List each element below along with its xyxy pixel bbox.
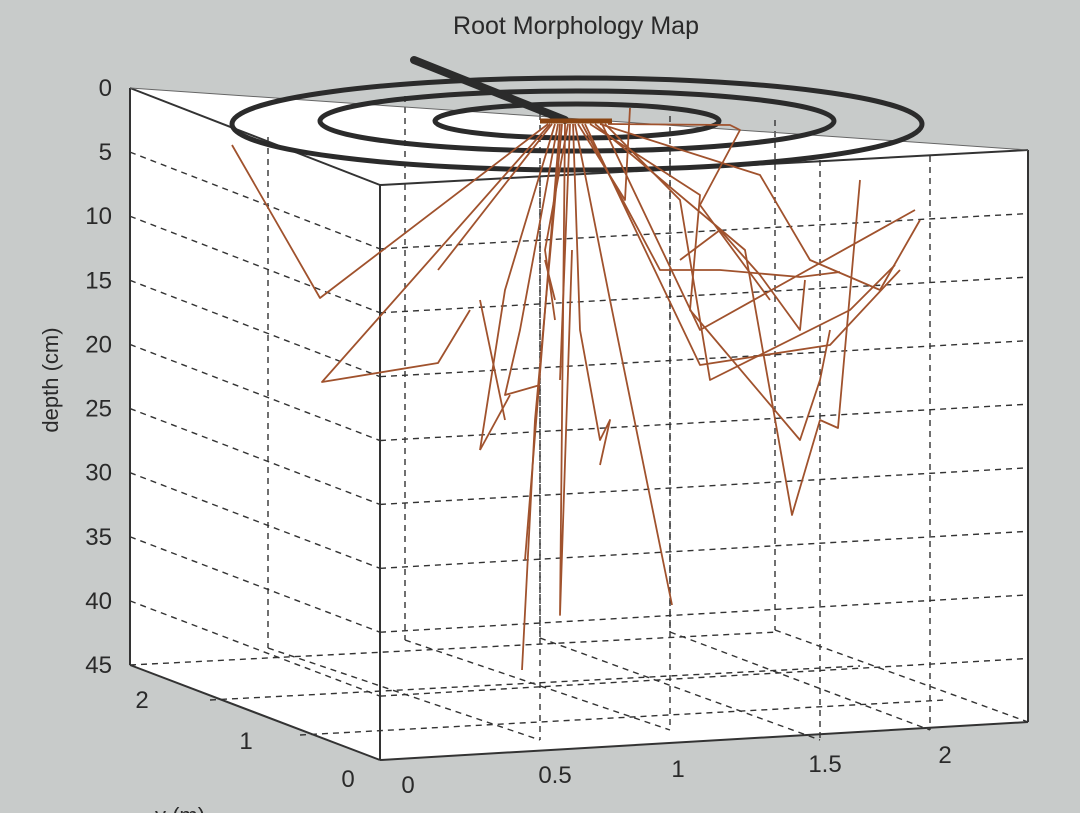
grid-line-right-wall [379,276,1029,314]
grid-line-right-wall [379,530,1029,570]
grid-line-right-wall [379,657,1029,697]
grid-line-floor [209,665,861,701]
stem-line [410,56,569,124]
z-tick-label: 5 [99,139,112,166]
ring-outer [229,75,925,173]
z-tick-label: 30 [85,460,112,487]
root-segment [601,123,916,331]
z-axis-label: depth (cm) [38,327,63,432]
root-segment [589,123,831,441]
root-segment [504,123,559,396]
grid-line-floor [129,631,779,666]
grid [129,96,1029,741]
grid-line-floor [774,629,1029,723]
x-tick-label: 0 [401,772,414,799]
grid-line-left-wall [129,151,381,250]
plot-panel [130,88,1028,760]
ring-middle [317,88,837,154]
root-segment [604,123,896,381]
grid-line-floor [539,637,821,741]
grid-line-left-wall [129,600,381,697]
z-tick-label: 15 [85,267,112,294]
root-segment [231,123,549,299]
grid-line-right-wall [379,403,1029,442]
grid-line-left-wall [129,215,381,314]
root-segment [521,123,563,671]
root-segment [544,259,556,301]
grid-line-right-wall [379,212,1029,250]
grid-line-left-wall [129,343,381,442]
grid-line-floor [267,647,541,741]
root-segment [594,123,861,516]
root-segment [544,123,569,321]
grid-line-left-wall [129,279,381,378]
z-tick-labels: 0 5 10 15 20 25 30 35 40 45 [85,75,112,679]
x-tick-label: 1 [671,756,684,783]
root-segment [559,123,571,381]
grid-line-right-wall [379,339,1029,378]
x-tick-label: 1.5 [808,751,841,778]
root-segment [577,107,631,201]
root-segment [572,123,611,466]
root-segment [581,123,841,278]
y-tick-label: 2 [135,687,148,714]
y-tick-label: 0 [341,766,354,793]
grid-line-floor [404,639,671,731]
z-tick-label: 0 [99,75,112,102]
z-tick-label: 35 [85,524,112,551]
root-segment [437,123,553,271]
grid-line-floor [669,631,931,731]
y-tick-labels: 0 1 2 [135,687,354,793]
root-segment [584,123,901,366]
root-segment [321,123,551,383]
grid-line-right-wall [379,594,1029,633]
root-segment [607,123,771,301]
y-tick-label: 1 [239,728,252,755]
z-tick-label: 20 [85,331,112,358]
root-segment [574,123,673,606]
z-tick-label: 25 [85,396,112,423]
z-tick-label: 45 [85,652,112,679]
z-tick-label: 10 [85,203,112,230]
frame-bottom-front [379,721,1029,761]
x-tick-label: 2 [938,742,951,769]
root-segment [679,229,806,331]
root-lines [231,107,921,671]
x-tick-labels: 0 0.5 1 1.5 2 [401,742,951,799]
y-axis-label: y (m) [155,803,205,813]
root-segment [479,123,556,451]
grid-line-left-wall [129,407,381,506]
grid-line-left-wall [129,536,381,633]
grid-line-right-wall [379,467,1029,506]
frame-top-left [129,87,381,186]
chart-title: Root Morphology Map [453,12,699,40]
z-tick-label: 40 [85,588,112,615]
frame-bottom-left [129,664,381,761]
surface-rings [229,75,925,173]
x-tick-label: 0.5 [538,762,571,789]
grid-line-left-wall [129,472,381,569]
root-segment [479,299,506,421]
grid-line-floor [299,699,946,736]
root-segment [479,394,511,451]
